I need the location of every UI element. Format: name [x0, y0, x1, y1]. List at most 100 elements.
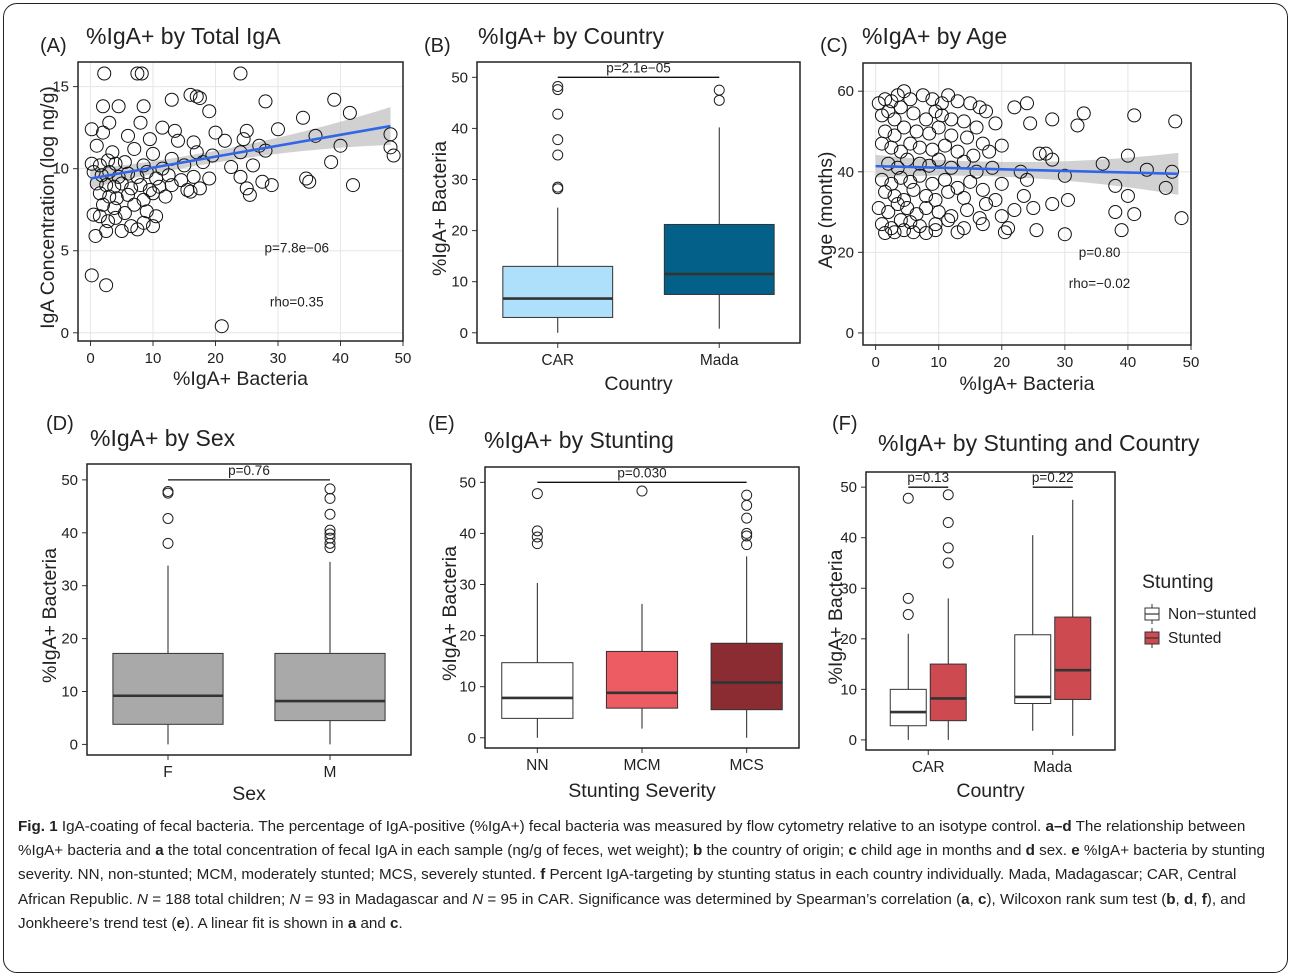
plot-border: [77, 61, 404, 342]
data-point: [1076, 106, 1091, 121]
y-axis-label: %IgA+ Bacteria: [39, 548, 61, 683]
caption-panel-ref: a: [347, 914, 357, 932]
caption-variable: N: [472, 890, 484, 908]
caption-variable: N: [137, 890, 148, 908]
data-point: [897, 120, 911, 135]
data-point: [164, 92, 179, 107]
data-point: [192, 91, 207, 106]
data-point: [114, 224, 129, 239]
caption-text: the country of origin;: [702, 842, 849, 860]
outlier-point: [552, 181, 564, 193]
data-point: [271, 122, 285, 137]
data-point: [296, 110, 310, 125]
caption-text: the total concentration of fecal IgA in …: [163, 842, 693, 860]
data-point: [258, 143, 273, 158]
outlier-point: [902, 609, 914, 621]
data-point: [114, 176, 129, 191]
y-tick-label: 5: [61, 243, 69, 260]
data-point: [333, 138, 348, 153]
panel-b: (B) %IgA+ by Country CAR Mada 0 10 20 30 40 50 Cou…: [424, 23, 801, 395]
outlier-point: [713, 84, 725, 96]
data-point: [1007, 100, 1022, 115]
box-m: [274, 652, 386, 722]
data-point: [1165, 164, 1180, 179]
data-point: [171, 133, 185, 148]
outlier-point: [324, 524, 336, 536]
caption-text: ,: [1175, 890, 1184, 908]
outlier-point: [942, 489, 954, 501]
y-tick-label: 30: [61, 578, 78, 595]
y-tick-label: 40: [61, 525, 78, 542]
data-point: [96, 99, 110, 114]
data-point: [994, 209, 1009, 224]
significance-label: p=0.22: [1032, 470, 1074, 485]
y-tick-label: 60: [837, 83, 854, 100]
y-tick-label: 10: [451, 274, 468, 291]
outlier-point: [552, 81, 564, 93]
x-tick-label: CAR: [541, 352, 574, 369]
outlier-point: [552, 134, 564, 146]
data-point: [1001, 221, 1016, 236]
data-point: [1020, 172, 1034, 187]
data-point: [214, 319, 229, 334]
x-tick-label: 50: [1183, 354, 1200, 371]
caption-text: ). A linear fit is shown in: [184, 914, 348, 932]
data-point: [224, 160, 239, 175]
p-value-annotation: p=7.8e−06: [264, 240, 329, 255]
y-tick-label: 50: [61, 472, 78, 489]
caption-panel-ref: c: [848, 842, 857, 860]
data-point: [944, 128, 959, 143]
data-point: [1108, 205, 1123, 220]
data-point: [196, 155, 210, 170]
data-point: [871, 201, 886, 216]
data-point: [324, 155, 339, 170]
panel-d: (D) %IgA+ by Sex F M 0 10 20 30 40 50 Sex %IgA+ Bac…: [39, 413, 412, 805]
data-point: [1139, 162, 1154, 177]
outlier-point: [741, 530, 753, 542]
y-tick-label: 50: [459, 474, 476, 491]
data-point: [956, 114, 971, 129]
data-point: [1045, 197, 1060, 211]
data-point: [881, 205, 896, 220]
y-tick-label: 0: [468, 730, 476, 747]
data-point: [1114, 223, 1129, 238]
data-point: [255, 174, 270, 189]
data-point: [1029, 223, 1044, 238]
panel-label: (A): [40, 35, 67, 57]
outlier-point: [636, 485, 648, 497]
outlier-point: [162, 512, 174, 524]
outlier-point: [942, 542, 954, 554]
outlier-point: [162, 486, 174, 498]
data-point: [938, 138, 952, 153]
data-point: [136, 192, 151, 207]
data-point: [912, 168, 927, 183]
data-point: [950, 144, 965, 159]
data-point: [966, 148, 981, 163]
x-tick-label: CAR: [912, 759, 945, 776]
x-tick-label: 40: [1120, 354, 1137, 371]
x-tick-label: MCM: [623, 757, 660, 774]
y-tick-label: 40: [837, 164, 854, 181]
data-point: [909, 124, 924, 139]
data-point: [887, 112, 902, 127]
data-point: [994, 176, 1009, 191]
data-point: [96, 197, 110, 212]
y-tick-label: 15: [52, 79, 69, 96]
legend-title: Stunting: [1142, 571, 1214, 593]
data-point: [111, 99, 126, 114]
data-point: [931, 120, 946, 135]
outlier-point: [902, 492, 914, 504]
data-point: [233, 66, 248, 81]
data-point: [208, 125, 223, 140]
x-tick-label: Mada: [1033, 759, 1072, 776]
data-point: [146, 219, 160, 234]
data-point: [130, 66, 145, 81]
confidence-band: [90, 107, 391, 189]
data-point: [956, 190, 971, 205]
data-point: [979, 104, 993, 119]
data-point: [1057, 168, 1072, 183]
data-point: [239, 123, 254, 138]
p-value-annotation: p=0.80: [1079, 245, 1121, 260]
outlier-point: [741, 512, 753, 524]
data-point: [189, 89, 204, 104]
